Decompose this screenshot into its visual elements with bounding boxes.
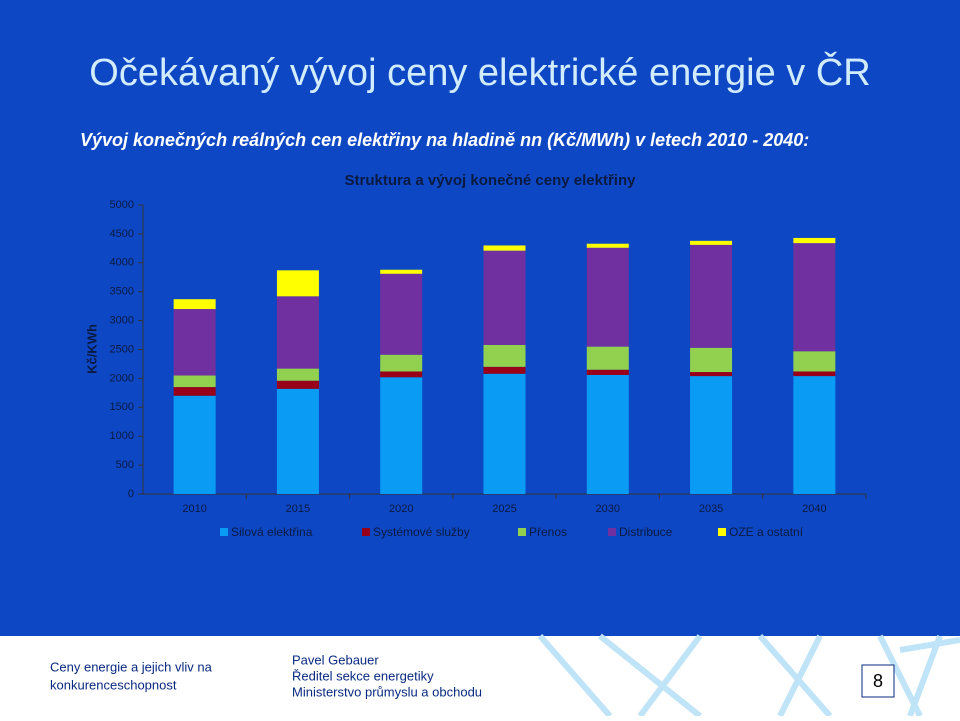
bar-segment xyxy=(793,371,836,377)
bar-segment xyxy=(380,354,423,372)
bar-segment xyxy=(380,269,423,274)
x-tick-label: 2040 xyxy=(802,503,826,515)
bar-segment xyxy=(586,369,629,375)
bar-segment xyxy=(276,296,319,369)
bar-segment xyxy=(793,376,836,494)
legend-swatch xyxy=(718,528,726,536)
bar-segment xyxy=(380,273,423,355)
legend-label: Silová elektřina xyxy=(231,525,313,539)
subtitle: Vývoj konečných reálných cen elektřiny n… xyxy=(80,130,809,150)
bar-segment xyxy=(173,375,216,388)
bar-segment xyxy=(173,299,216,310)
x-tick-label: 2025 xyxy=(492,503,516,515)
slide-title: Očekávaný vývoj ceny elektrické energie … xyxy=(89,50,870,94)
x-tick-label: 2030 xyxy=(596,503,620,515)
page-number: 8 xyxy=(873,671,883,691)
y-tick-label: 3500 xyxy=(110,286,134,298)
bar-segment xyxy=(483,373,526,494)
bar-segment xyxy=(690,244,733,348)
legend-label: Systémové služby xyxy=(373,525,470,539)
y-tick-label: 4500 xyxy=(110,228,134,240)
y-tick-label: 1500 xyxy=(110,401,134,413)
bar-segment xyxy=(276,270,319,297)
bar-segment xyxy=(690,240,733,245)
y-tick-label: 1000 xyxy=(110,430,134,442)
bar-segment xyxy=(586,346,629,370)
footer-text: Ředitel sekce energetiky xyxy=(292,668,434,683)
x-tick-label: 2035 xyxy=(699,503,723,515)
y-tick-label: 3000 xyxy=(110,315,134,327)
bar-segment xyxy=(173,309,216,376)
bar-segment xyxy=(690,347,733,373)
y-tick-label: 2500 xyxy=(110,343,134,355)
y-tick-label: 0 xyxy=(128,488,134,500)
bar-segment xyxy=(586,243,629,248)
x-tick-label: 2015 xyxy=(286,503,310,515)
legend-swatch xyxy=(220,528,228,536)
legend-swatch xyxy=(518,528,526,536)
y-tick-label: 2000 xyxy=(110,372,134,384)
legend-label: Přenos xyxy=(529,525,567,539)
bar-segment xyxy=(586,247,629,347)
page-number-box xyxy=(861,664,895,698)
bar-segment xyxy=(483,245,526,251)
bar-segment xyxy=(690,376,733,494)
y-tick-label: 5000 xyxy=(110,199,134,211)
y-tick-label: 4000 xyxy=(110,257,134,269)
bar-segment xyxy=(793,237,836,244)
footer-decoration xyxy=(537,633,960,719)
legend-swatch xyxy=(608,528,616,536)
x-tick-label: 2010 xyxy=(182,503,206,515)
y-tick-label: 500 xyxy=(116,459,134,471)
footer-text: Ceny energie a jejich vliv na xyxy=(50,659,213,674)
footer-text: konkurenceschopnost xyxy=(50,677,177,692)
y-axis-label: Kč/KWh xyxy=(84,324,99,374)
footer-text: Ministerstvo průmyslu a obchodu xyxy=(292,684,482,699)
bar-segment xyxy=(793,243,836,352)
legend-label: OZE a ostatní xyxy=(729,525,804,539)
bar-segment xyxy=(276,368,319,381)
bar-segment xyxy=(483,250,526,345)
bar-segment xyxy=(586,374,629,494)
bar-segment xyxy=(276,380,319,389)
bar-segment xyxy=(483,366,526,374)
bar-segment xyxy=(380,371,423,378)
bar-segment xyxy=(483,344,526,367)
footer-text: Pavel Gebauer xyxy=(292,652,379,667)
legend-swatch xyxy=(362,528,370,536)
bar-segment xyxy=(793,351,836,372)
bar-segment xyxy=(173,387,216,396)
plot: 0 500 1000 1500 2000 2500 3000 3500 4000 4500 5000… xyxy=(110,199,867,539)
bar-segment xyxy=(173,395,216,494)
bar-segment xyxy=(380,377,423,494)
x-tick-label: 2020 xyxy=(389,503,413,515)
chart-title: Struktura a vývoj konečné ceny elektřiny xyxy=(345,172,637,189)
bar-segment xyxy=(276,388,319,494)
bar-segment xyxy=(690,372,733,377)
legend-label: Distribuce xyxy=(619,525,673,539)
